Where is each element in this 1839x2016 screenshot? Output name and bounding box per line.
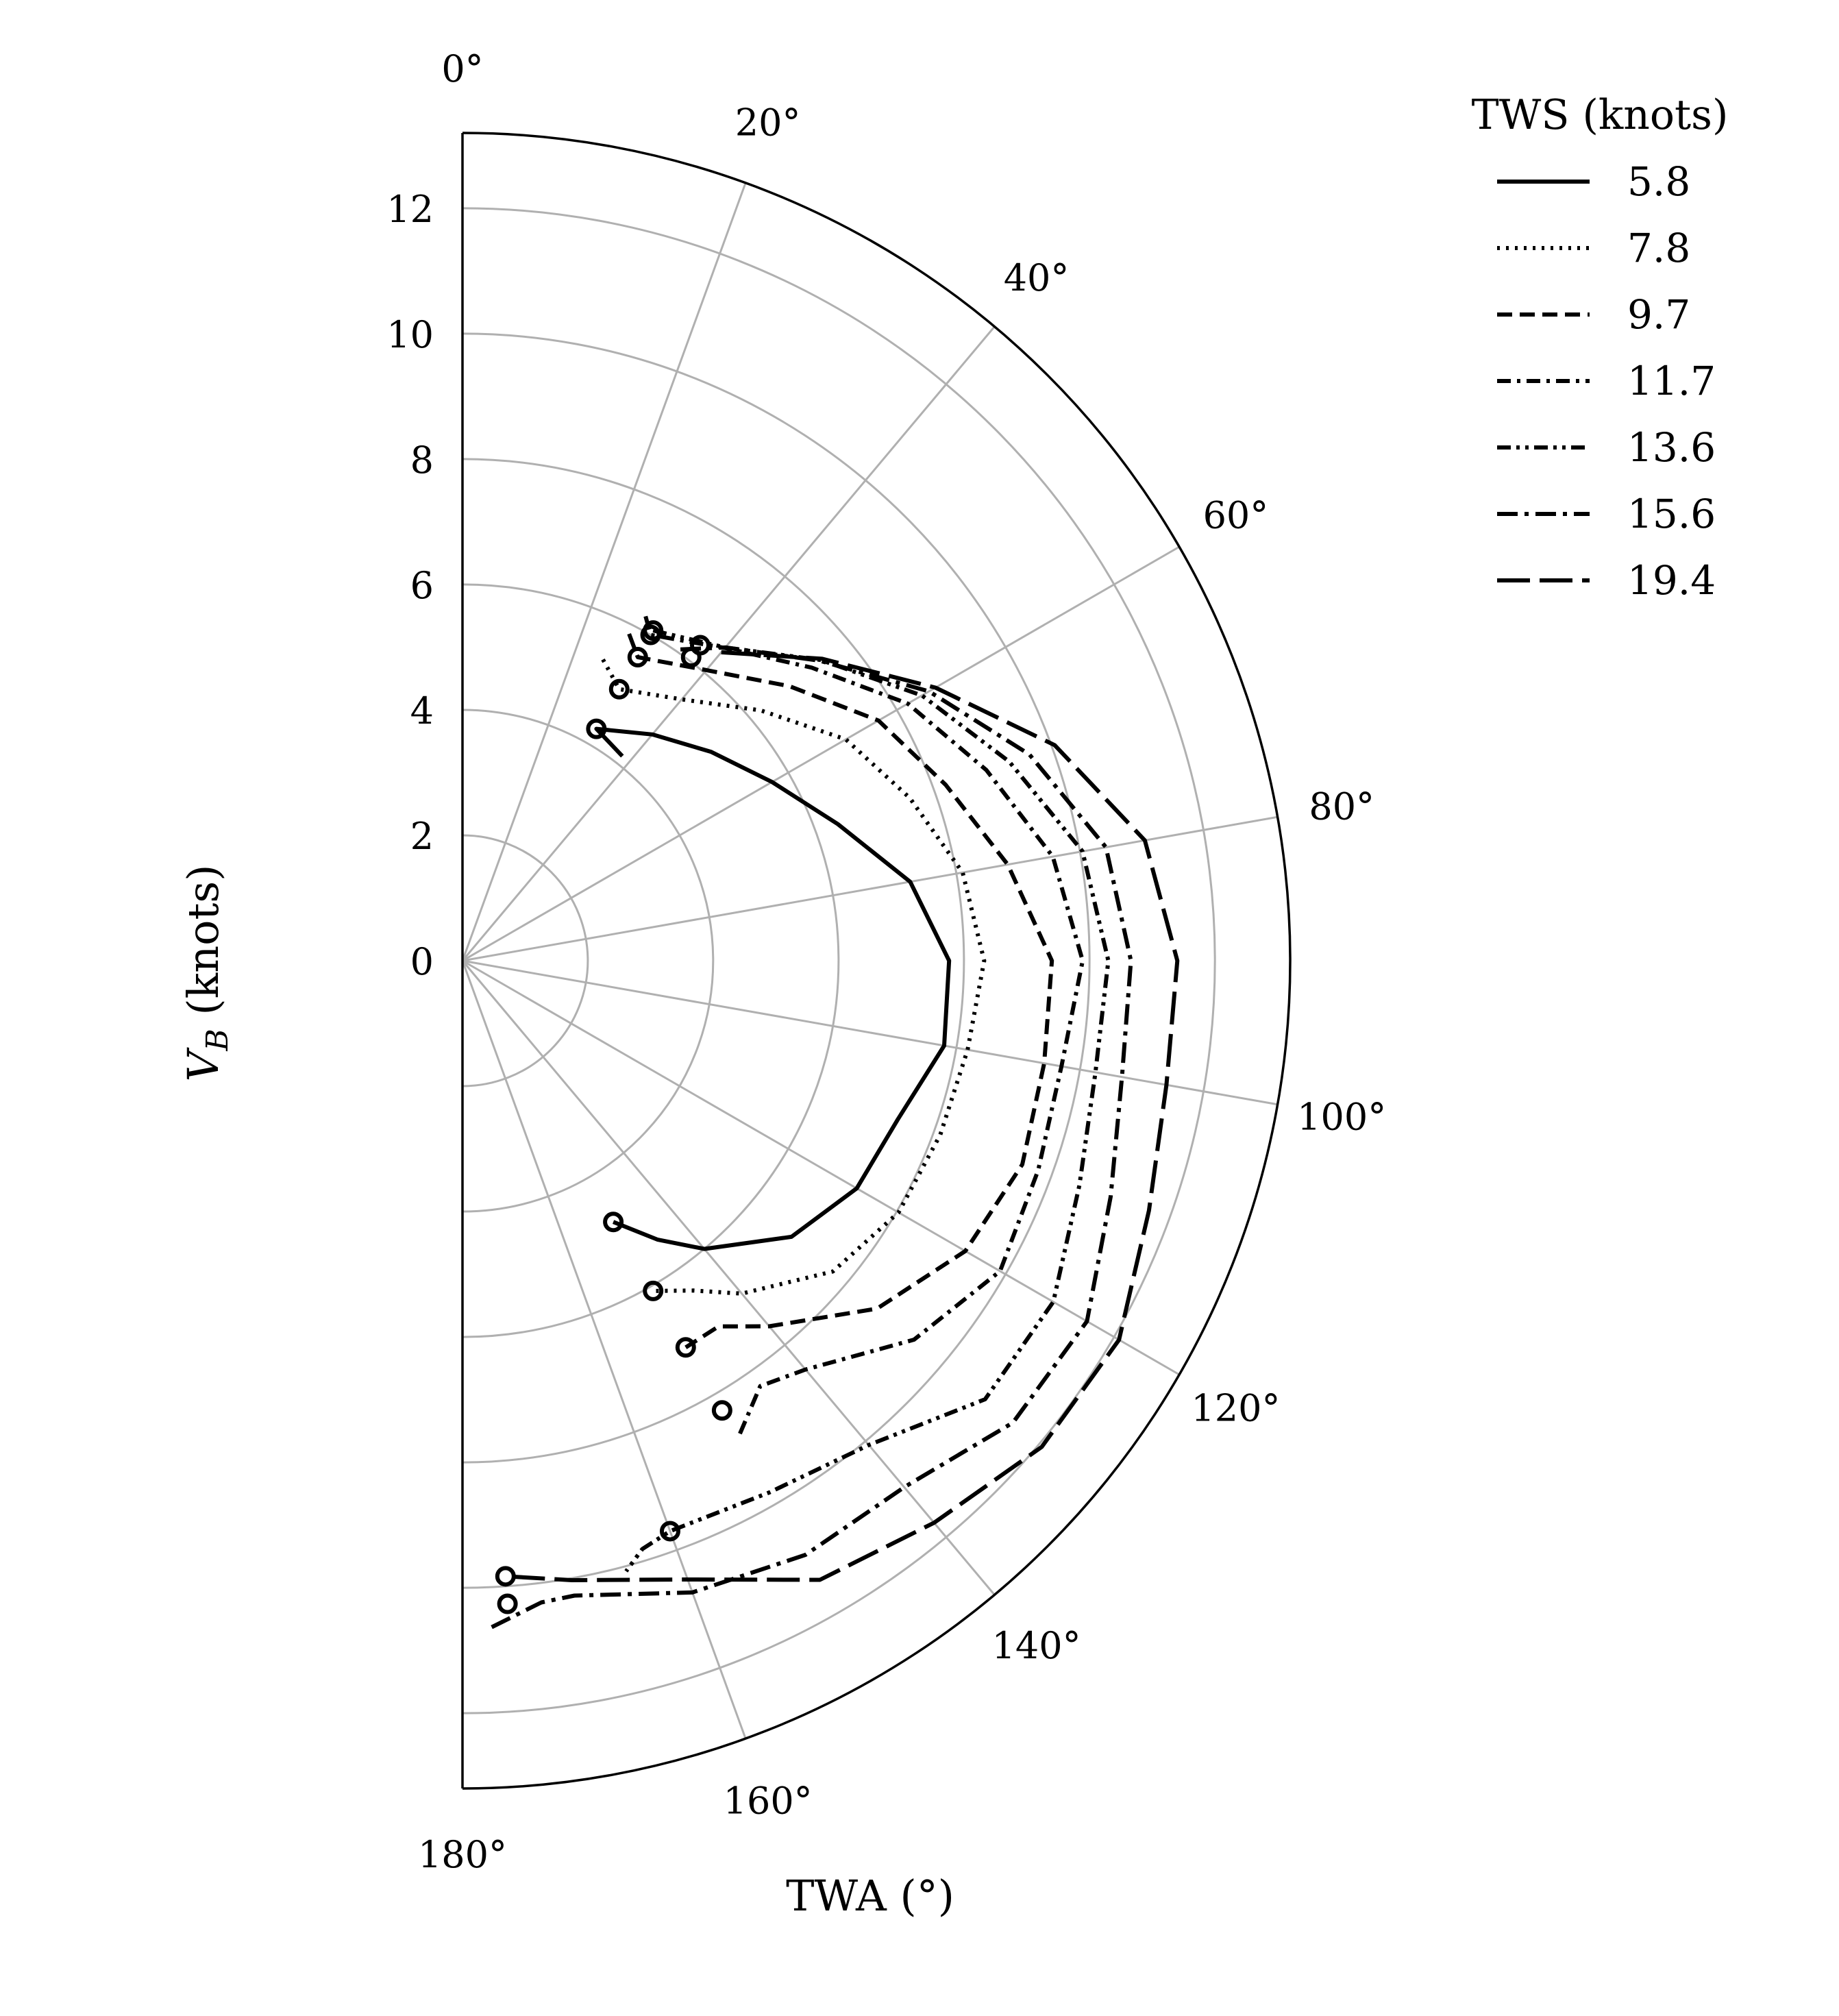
ring-4 — [462, 709, 714, 1213]
theta-tick-100: 100° — [1297, 1095, 1386, 1138]
marker-19.4-1 — [495, 1566, 516, 1587]
legend-label-11.7: 11.7 — [1627, 358, 1716, 404]
spoke-80 — [462, 815, 1278, 962]
legend-title: TWS (knots) — [1472, 91, 1729, 139]
r-tick-labels: 0 2 4 6 8 10 12 — [386, 188, 434, 983]
theta-tick-40: 40° — [1004, 256, 1070, 299]
outer-arc — [462, 132, 1292, 1790]
series-line-13.6 — [624, 628, 1111, 1573]
series-curves — [484, 615, 1180, 1632]
marker-15.6-1 — [497, 1593, 518, 1614]
r-tick-6: 6 — [410, 564, 434, 607]
ring-12 — [462, 207, 1216, 1714]
y-axis-label-main: V — [178, 1046, 228, 1081]
marker-13.6-0 — [643, 620, 664, 641]
theta-tick-180: 180° — [418, 1833, 507, 1876]
legend-label-9.7: 9.7 — [1627, 291, 1690, 338]
spoke-140 — [461, 960, 996, 1596]
r-tick-8: 8 — [410, 439, 434, 482]
series-line-7.8 — [601, 658, 987, 1296]
ring-8 — [462, 458, 965, 1464]
y-axis-label: VB (knots) — [178, 865, 235, 1082]
marker-5.8-1 — [603, 1212, 624, 1233]
r-tick-12: 12 — [386, 188, 434, 231]
ring-2 — [462, 834, 589, 1087]
marker-7.8-0 — [608, 678, 630, 700]
r-tick-4: 4 — [410, 689, 434, 733]
marker-9.7-1 — [675, 1337, 696, 1358]
legend-label-7.8: 7.8 — [1627, 225, 1690, 271]
theta-tick-labels: 0° 20° 40° 60° 80° 100° 120° 140° 160° 180° — [418, 47, 1386, 1876]
spoke-120 — [462, 959, 1180, 1376]
ring-6 — [462, 583, 839, 1338]
spoke-100 — [462, 959, 1278, 1106]
r-tick-2: 2 — [410, 815, 434, 858]
x-axis-label: TWA (°) — [786, 1871, 954, 1921]
theta-tick-60: 60° — [1203, 494, 1269, 537]
r-tick-10: 10 — [386, 313, 434, 356]
y-axis-label-rest: (knots) — [178, 865, 228, 1029]
legend-label-15.6: 15.6 — [1627, 491, 1716, 537]
series-line-15.6 — [484, 645, 1133, 1632]
series-line-11.7 — [643, 615, 1085, 1439]
marker-5.8-0 — [586, 718, 607, 739]
marker-9.7-0 — [627, 646, 648, 667]
marker-7.8-1 — [643, 1280, 664, 1301]
series-line-5.8 — [594, 726, 952, 1251]
theta-tick-120: 120° — [1191, 1387, 1280, 1430]
spoke-160 — [461, 960, 747, 1739]
marker-19.4-0 — [689, 635, 711, 656]
theta-tick-80: 80° — [1309, 785, 1374, 828]
ring-10 — [462, 332, 1091, 1589]
spoke-40 — [461, 325, 996, 961]
grid — [461, 132, 1292, 1790]
legend-items: 5.8 7.8 9.7 11.7 13.6 15.6 19.4 — [1497, 158, 1716, 604]
series-line-9.7 — [627, 632, 1054, 1349]
series-markers — [495, 620, 732, 1614]
spoke-20 — [461, 182, 747, 961]
legend-label-19.4: 19.4 — [1627, 557, 1716, 604]
spoke-60 — [462, 545, 1180, 962]
marker-13.6-1 — [659, 1521, 680, 1542]
theta-tick-20: 20° — [735, 101, 801, 145]
theta-tick-140: 140° — [992, 1624, 1081, 1667]
series-line-19.4 — [505, 650, 1180, 1582]
legend-label-5.8: 5.8 — [1627, 158, 1690, 205]
r-tick-0: 0 — [410, 940, 434, 983]
marker-11.7-1 — [711, 1400, 732, 1421]
theta-tick-160: 160° — [724, 1779, 813, 1822]
legend-label-13.6: 13.6 — [1627, 424, 1716, 471]
theta-tick-0: 0° — [441, 47, 483, 90]
legend: TWS (knots) 5.8 7.8 9.7 11.7 13.6 15.6 19.4 — [1472, 91, 1729, 604]
y-axis-label-sub: B — [200, 1029, 235, 1051]
